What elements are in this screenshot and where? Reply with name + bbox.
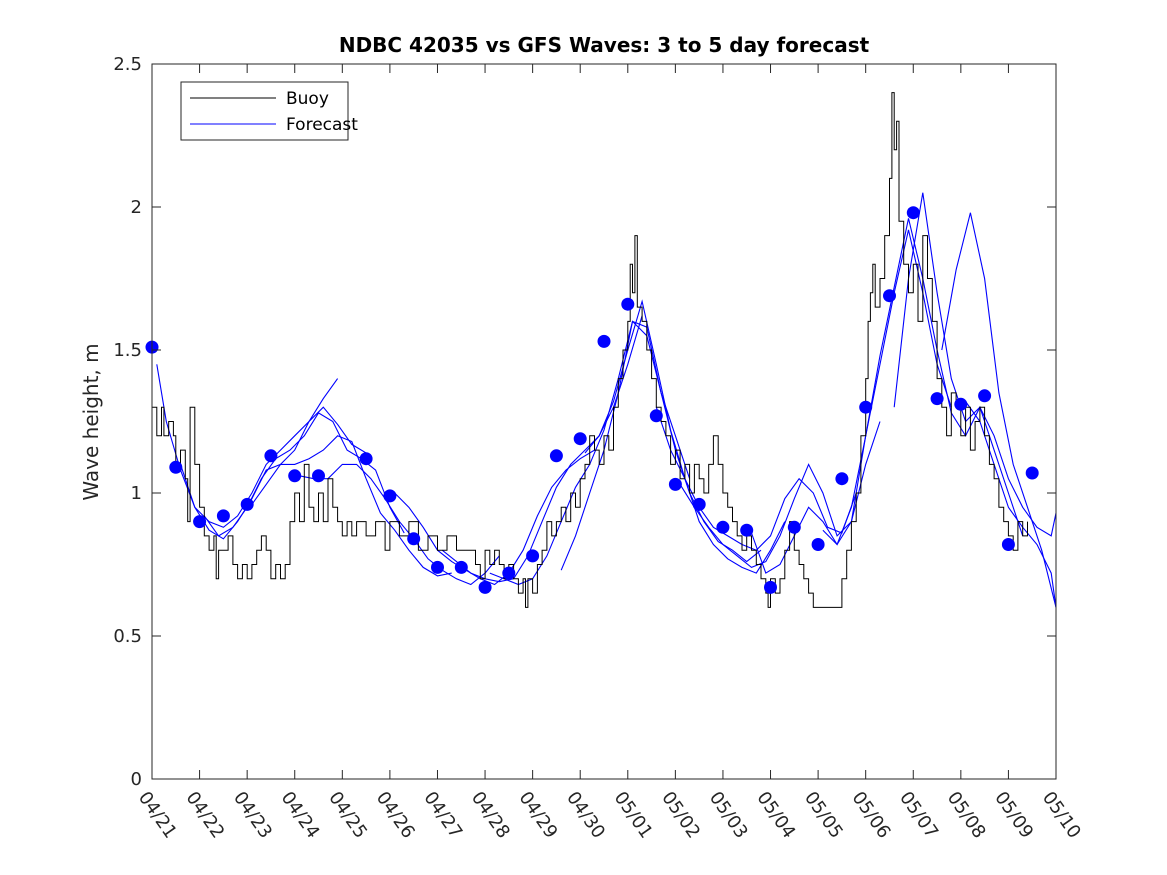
buoy-line — [152, 92, 1028, 608]
forecast-marker-32 — [930, 392, 944, 406]
forecast-marker-3 — [216, 509, 230, 523]
forecast-marker-10 — [407, 532, 421, 546]
forecast-marker-18 — [597, 334, 611, 348]
legend-box — [180, 81, 349, 141]
forecast-marker-22 — [692, 497, 706, 511]
forecast-line-8 — [560, 320, 762, 571]
y-tick-label-4: 2 — [131, 197, 142, 218]
forecast-marker-16 — [549, 449, 563, 463]
forecast-marker-1 — [169, 460, 183, 474]
legend-label-buoy: Buoy — [286, 89, 329, 109]
forecast-marker-11 — [431, 560, 444, 574]
forecast-marker-25 — [764, 580, 777, 594]
y-tick-label-3: 1.5 — [113, 340, 142, 361]
y-axis-label: Wave height, m — [79, 343, 103, 500]
forecast-marker-29 — [859, 400, 873, 414]
forecast-marker-4 — [240, 497, 254, 511]
forecast-marker-15 — [526, 549, 540, 563]
legend: Buoy Forecast — [180, 81, 358, 141]
y-tick-label-5: 2.5 — [113, 54, 142, 75]
forecast-marker-12 — [454, 560, 468, 574]
plot-frame — [151, 63, 1057, 780]
forecast-marker-17 — [573, 432, 587, 446]
forecast-marker-28 — [835, 472, 849, 486]
forecast-marker-34 — [978, 389, 992, 403]
forecast-line-1 — [179, 406, 372, 540]
y-axis-ticks: 0 0.5 1 1.5 2 2.5 — [113, 54, 1056, 790]
forecast-line-16 — [965, 401, 1057, 608]
forecast-marker-5 — [264, 449, 278, 463]
forecast-marker-27 — [811, 538, 825, 551]
forecast-line-6 — [441, 315, 643, 583]
series-layer — [152, 92, 1057, 608]
forecast-marker-35 — [1001, 538, 1015, 551]
forecast-marker-2 — [193, 515, 207, 529]
forecast-line-3 — [251, 435, 452, 577]
y-tick-label-2: 1 — [131, 483, 142, 504]
forecast-marker-26 — [787, 520, 801, 534]
forecast-marker-33 — [954, 397, 968, 411]
plot-area — [152, 64, 1056, 779]
forecast-marker-14 — [502, 566, 516, 580]
forecast-marker-23 — [716, 520, 730, 534]
forecast-marker-7 — [312, 469, 325, 483]
y-tick-label-0: 0 — [131, 769, 142, 790]
forecast-line-15 — [941, 212, 1057, 608]
marker-layer — [145, 206, 1039, 594]
forecast-marker-13 — [478, 580, 492, 594]
forecast-marker-31 — [906, 206, 920, 220]
forecast-marker-19 — [621, 297, 635, 311]
forecast-marker-9 — [383, 489, 397, 503]
forecast-marker-8 — [359, 452, 373, 466]
forecast-marker-30 — [883, 289, 896, 303]
forecast-marker-6 — [288, 469, 302, 483]
forecast-marker-36 — [1025, 466, 1039, 480]
chart-title: NDBC 42035 vs GFS Waves: 3 to 5 day fore… — [339, 33, 870, 57]
forecast-line-11 — [679, 421, 881, 569]
y-tick-label-1: 0.5 — [113, 626, 142, 647]
forecast-marker-20 — [649, 409, 663, 423]
forecast-line-2 — [203, 412, 405, 537]
forecast-marker-21 — [668, 477, 682, 491]
forecast-marker-24 — [740, 523, 754, 537]
forecast-line-5 — [394, 449, 595, 586]
legend-label-forecast: Forecast — [286, 115, 358, 135]
